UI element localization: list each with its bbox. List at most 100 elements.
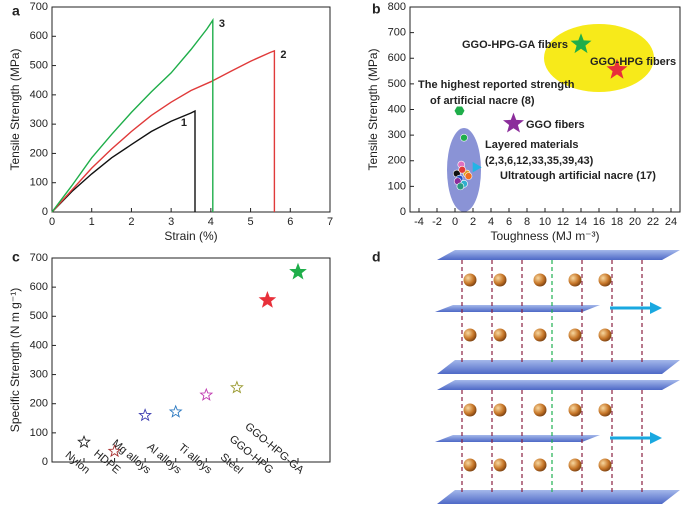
star-point — [77, 434, 91, 449]
graphene-sheet — [437, 360, 680, 374]
molecule — [533, 458, 547, 472]
star-point — [138, 408, 152, 422]
molecule — [493, 273, 507, 287]
molecule — [463, 458, 477, 472]
y-axis-label: Tensile Strength (MPa) — [366, 48, 380, 170]
x-axis-label: Toughness (MJ m⁻³) — [490, 229, 599, 243]
x-tick-label: 1 — [89, 216, 95, 228]
molecule — [463, 328, 477, 342]
y-tick-label: 0 — [42, 456, 48, 468]
x-tick-label: 8 — [524, 216, 530, 228]
y-tick-label: 300 — [388, 129, 406, 141]
molecule — [598, 328, 612, 342]
point — [458, 165, 467, 174]
x-tick-label: Steel — [218, 451, 245, 476]
x-tick-label: -2 — [432, 216, 442, 228]
y-tick-label: 600 — [388, 52, 406, 64]
point — [460, 133, 468, 142]
star-point — [289, 262, 307, 280]
graphene-sheet — [437, 490, 680, 504]
y-tick-label: 700 — [388, 27, 406, 39]
plot-frame — [51, 6, 331, 213]
series-label: GGO-HPG fibers — [590, 56, 676, 68]
molecule — [568, 273, 582, 287]
panel-label: d — [372, 249, 381, 265]
star-point — [168, 404, 183, 418]
y-tick-label: 500 — [388, 78, 406, 90]
line — [51, 49, 276, 213]
star-point — [107, 443, 122, 458]
y-tick-label: 500 — [30, 310, 48, 322]
star-point — [258, 291, 277, 308]
star-point — [503, 112, 524, 133]
x-tick-label: 18 — [611, 216, 623, 228]
point — [456, 182, 465, 191]
x-tick-label: 5 — [248, 216, 254, 228]
x-tick-label: 12 — [557, 216, 569, 228]
x-tick-label: Al alloys — [145, 441, 184, 477]
x-tick-label: 14 — [575, 216, 587, 228]
panel-label: b — [372, 1, 381, 17]
series-label: 2 — [280, 49, 286, 61]
triangle-point — [472, 162, 482, 173]
x-tick-label: 4 — [488, 216, 494, 228]
x-tick-label: 22 — [647, 216, 659, 228]
plot-frame — [51, 257, 331, 463]
graphene-sheet — [435, 435, 600, 442]
y-tick-label: 800 — [388, 1, 406, 13]
star-point — [570, 33, 592, 54]
y-tick-label: 200 — [30, 398, 48, 410]
y-tick-label: 100 — [30, 177, 48, 189]
molecule — [598, 403, 612, 417]
molecule — [493, 403, 507, 417]
series-label: The highest reported strength — [418, 79, 575, 91]
x-tick-label: -4 — [414, 216, 424, 228]
x-tick-label: 10 — [539, 216, 551, 228]
diagram: d — [372, 249, 680, 504]
star-point — [606, 58, 628, 79]
star-point — [199, 387, 214, 401]
y-tick-label: 300 — [30, 368, 48, 380]
y-tick-label: 500 — [30, 59, 48, 71]
molecule — [463, 403, 477, 417]
molecule — [598, 273, 612, 287]
molecule — [463, 273, 477, 287]
x-tick-label: 24 — [665, 216, 677, 228]
series-label: 1 — [181, 117, 187, 129]
y-axis-label: Specific Strength (N m g⁻¹) — [8, 288, 22, 432]
panel-label: a — [12, 3, 20, 19]
x-tick-label: 20 — [629, 216, 641, 228]
y-tick-label: 400 — [30, 339, 48, 351]
x-tick-label: Nylon — [63, 449, 92, 476]
graphene-sheet — [437, 250, 680, 260]
molecule — [598, 458, 612, 472]
y-tick-label: 200 — [30, 147, 48, 159]
molecule — [568, 458, 582, 472]
x-tick-label: 4 — [208, 216, 214, 228]
y-tick-label: 300 — [30, 118, 48, 130]
x-tick-label: 6 — [506, 216, 512, 228]
x-tick-label: 16 — [593, 216, 605, 228]
x-axis-label: Strain (%) — [164, 229, 217, 243]
y-tick-label: 700 — [30, 252, 48, 264]
hexagon-point — [454, 106, 465, 116]
molecule — [568, 328, 582, 342]
x-tick-label: 0 — [49, 216, 55, 228]
point — [464, 172, 473, 180]
x-tick-label: 7 — [327, 216, 333, 228]
y-tick-label: 400 — [388, 103, 406, 115]
arrow-head — [650, 302, 662, 314]
y-tick-label: 600 — [30, 30, 48, 42]
y-tick-label: 0 — [42, 206, 48, 218]
x-tick-label: 6 — [287, 216, 293, 228]
y-tick-label: 0 — [400, 206, 406, 218]
y-tick-label: 400 — [30, 89, 48, 101]
y-tick-label: 600 — [30, 281, 48, 293]
y-tick-label: 700 — [30, 1, 48, 13]
series-label: Ultratough artificial nacre (17) — [500, 170, 656, 182]
series-label: Layered materials — [485, 139, 579, 151]
series-label: GGO-HPG-GA fibers — [462, 39, 568, 51]
graphene-sheet — [437, 380, 680, 390]
x-tick-label: 3 — [168, 216, 174, 228]
molecule — [568, 403, 582, 417]
